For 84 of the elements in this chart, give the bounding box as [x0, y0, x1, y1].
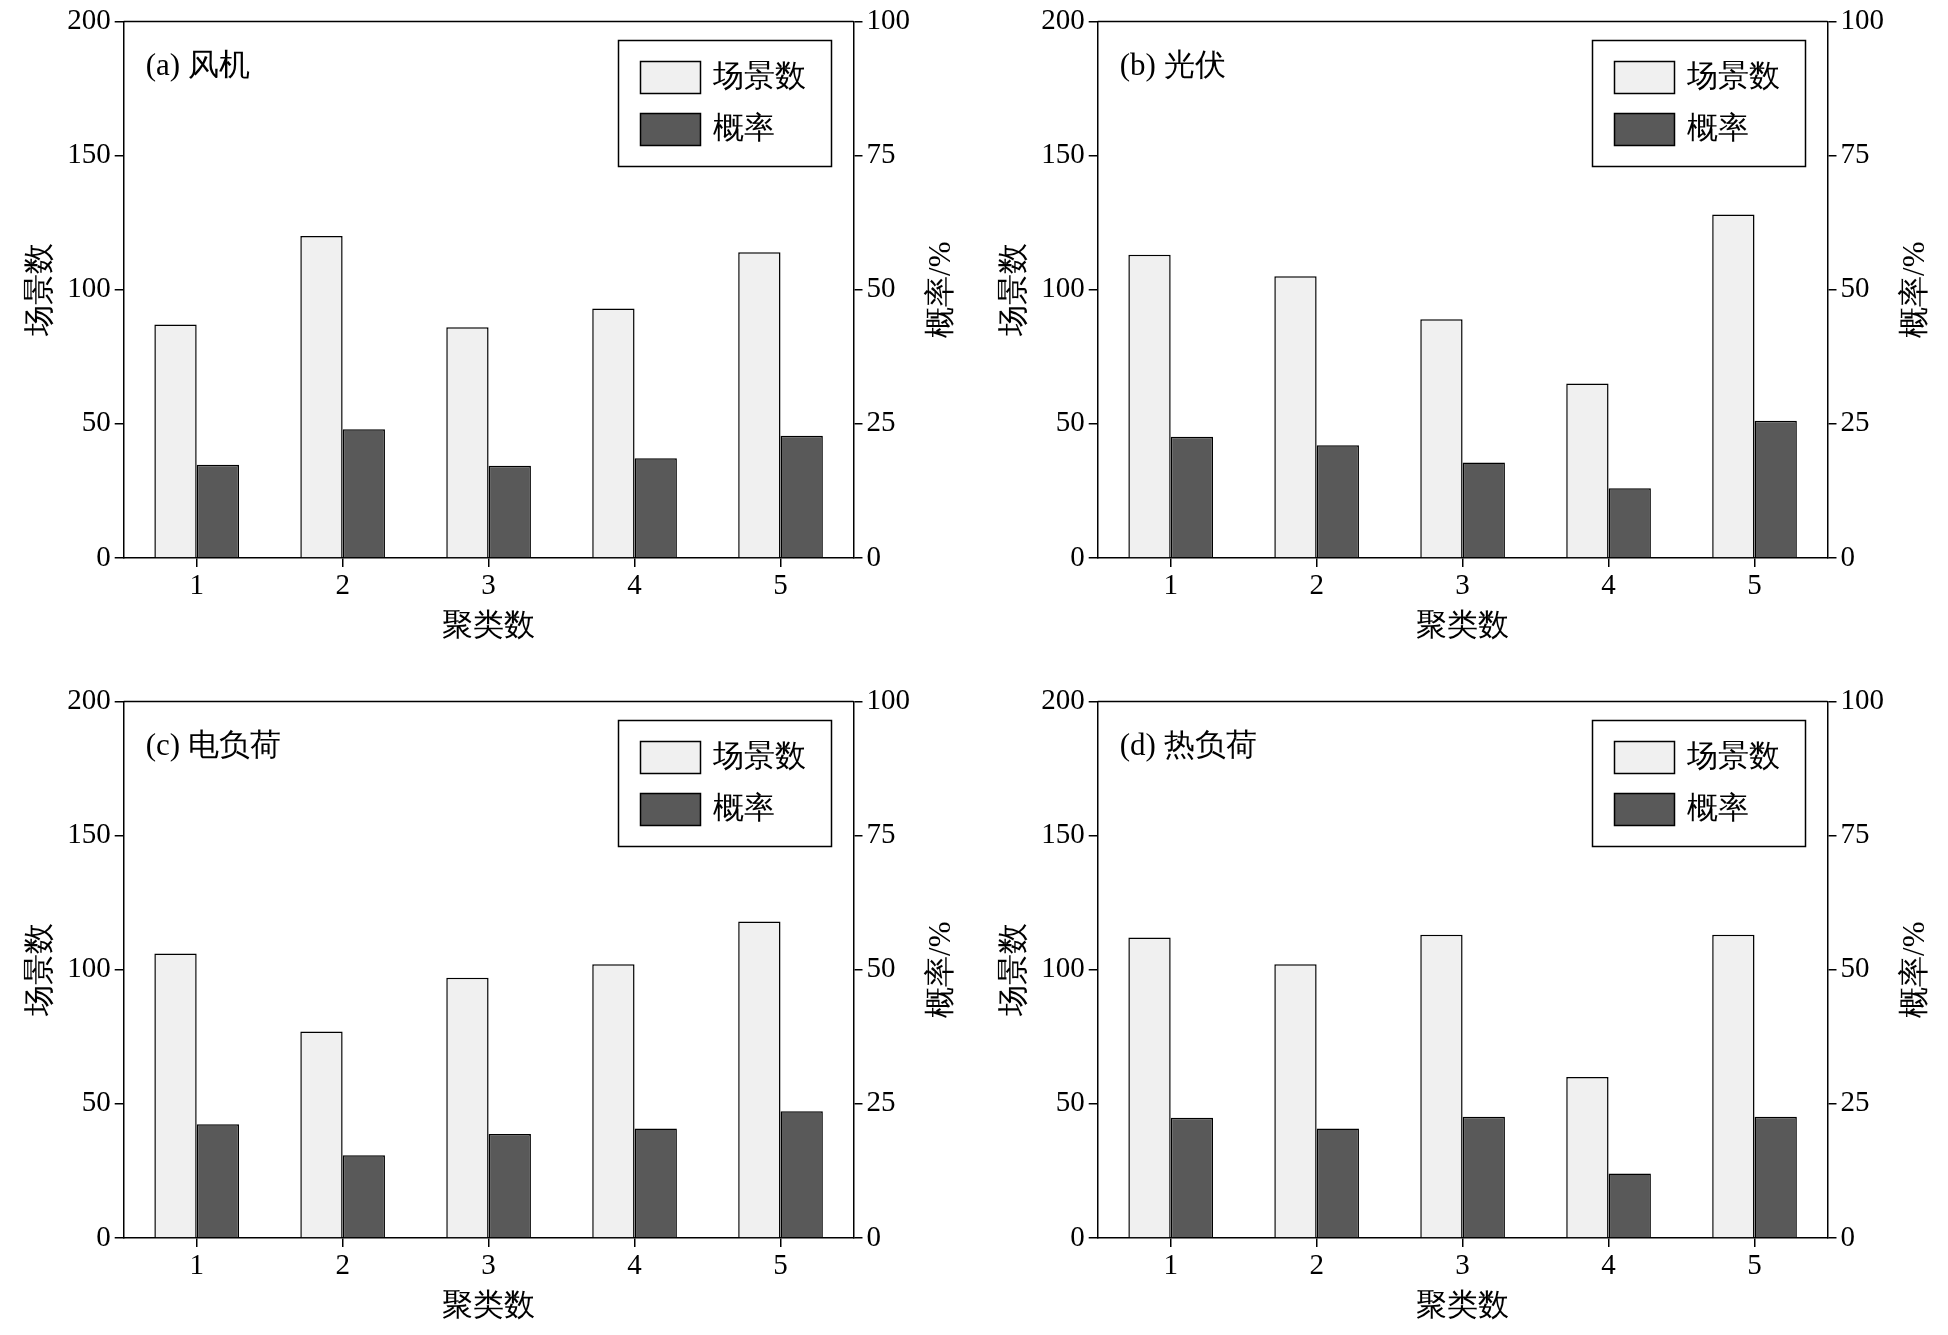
legend-label: 场景数 — [711, 57, 806, 93]
y2-tick-label: 0 — [1840, 1219, 1855, 1252]
y2-axis-title: 概率/% — [922, 921, 958, 1018]
y-tick-label: 100 — [1041, 271, 1085, 304]
y-tick-label: 0 — [96, 1219, 111, 1252]
legend-label: 场景数 — [1685, 57, 1780, 93]
y-tick-label: 50 — [1055, 1085, 1085, 1118]
legend-label: 概率 — [712, 789, 775, 825]
x-tick-label: 5 — [773, 1248, 788, 1281]
y-tick-label: 150 — [67, 817, 111, 850]
y-tick-label: 100 — [67, 271, 111, 304]
y2-tick-label: 25 — [866, 1085, 896, 1118]
x-tick-label: 3 — [1455, 1248, 1470, 1281]
x-tick-label: 1 — [1163, 568, 1178, 601]
y-tick-label: 200 — [67, 683, 111, 716]
y-axis-title: 场景数 — [20, 243, 56, 338]
text: (a) 风机 — [145, 46, 250, 82]
x-tick-label: 4 — [1601, 1248, 1617, 1281]
y2-tick-label: 0 — [1840, 539, 1855, 572]
y-tick-label: 100 — [67, 951, 111, 984]
y2-tick-label: 0 — [866, 1219, 881, 1252]
x-tick-label: 5 — [773, 568, 788, 601]
y2-tick-label: 50 — [1840, 271, 1870, 304]
y-tick-label: 150 — [1041, 817, 1085, 850]
y-tick-label: 50 — [81, 405, 111, 438]
text: (d) 热负荷 — [1119, 726, 1257, 762]
x-axis-title: 聚类数 — [1416, 606, 1510, 642]
x-tick-label: 5 — [1747, 1248, 1762, 1281]
x-tick-label: 3 — [1455, 568, 1470, 601]
y2-tick-label: 25 — [1840, 405, 1870, 438]
x-tick-label: 2 — [1309, 1248, 1324, 1281]
y-tick-label: 0 — [1070, 1219, 1085, 1252]
y2-tick-label: 75 — [1840, 817, 1870, 850]
x-axis-title: 聚类数 — [442, 1286, 536, 1322]
y2-tick-label: 50 — [866, 271, 896, 304]
y-tick-label: 200 — [1041, 683, 1085, 716]
y2-tick-label: 50 — [866, 951, 896, 984]
y-axis-title: 场景数 — [994, 243, 1030, 338]
y2-axis-title: 概率/% — [922, 241, 958, 338]
y-tick-label: 0 — [96, 539, 111, 572]
y2-tick-label: 75 — [866, 137, 896, 170]
y-tick-label: 100 — [1041, 951, 1085, 984]
legend-label: 场景数 — [1685, 737, 1780, 773]
x-tick-label: 2 — [335, 568, 350, 601]
y2-tick-label: 100 — [1840, 3, 1884, 36]
y2-axis-title: 概率/% — [1896, 241, 1932, 338]
y2-tick-label: 100 — [866, 3, 910, 36]
y-tick-label: 150 — [67, 137, 111, 170]
y-tick-label: 150 — [1041, 137, 1085, 170]
legend-label: 概率 — [1686, 789, 1749, 825]
y-axis-title: 场景数 — [20, 923, 56, 1018]
y2-tick-label: 100 — [866, 683, 910, 716]
x-tick-label: 4 — [627, 1248, 643, 1281]
x-tick-label: 3 — [481, 568, 496, 601]
y2-axis-title: 概率/% — [1896, 921, 1932, 1018]
text: (b) 光伏 — [1119, 46, 1226, 82]
y-tick-label: 50 — [1055, 405, 1085, 438]
x-axis-title: 聚类数 — [442, 606, 536, 642]
x-tick-label: 1 — [189, 568, 204, 601]
x-tick-label: 4 — [627, 568, 643, 601]
legend-label: 概率 — [1686, 109, 1749, 145]
x-tick-label: 5 — [1747, 568, 1762, 601]
x-tick-label: 2 — [335, 1248, 350, 1281]
y-tick-label: 200 — [1041, 3, 1085, 36]
x-tick-label: 4 — [1601, 568, 1617, 601]
y2-tick-label: 100 — [1840, 683, 1884, 716]
x-tick-label: 1 — [1163, 1248, 1178, 1281]
text: (c) 电负荷 — [145, 726, 281, 762]
y2-tick-label: 75 — [866, 817, 896, 850]
y-tick-label: 200 — [67, 3, 111, 36]
x-tick-label: 2 — [1309, 568, 1324, 601]
x-tick-label: 1 — [189, 1248, 204, 1281]
y2-tick-label: 50 — [1840, 951, 1870, 984]
x-axis-title: 聚类数 — [1416, 1286, 1510, 1322]
y-axis-title: 场景数 — [994, 923, 1030, 1018]
x-tick-label: 3 — [481, 1248, 496, 1281]
y-tick-label: 50 — [81, 1085, 111, 1118]
y2-tick-label: 0 — [866, 539, 881, 572]
y-tick-label: 0 — [1070, 539, 1085, 572]
y2-tick-label: 75 — [1840, 137, 1870, 170]
y2-tick-label: 25 — [1840, 1085, 1870, 1118]
legend-label: 场景数 — [711, 737, 806, 773]
y2-tick-label: 25 — [866, 405, 896, 438]
legend-label: 概率 — [712, 109, 775, 145]
